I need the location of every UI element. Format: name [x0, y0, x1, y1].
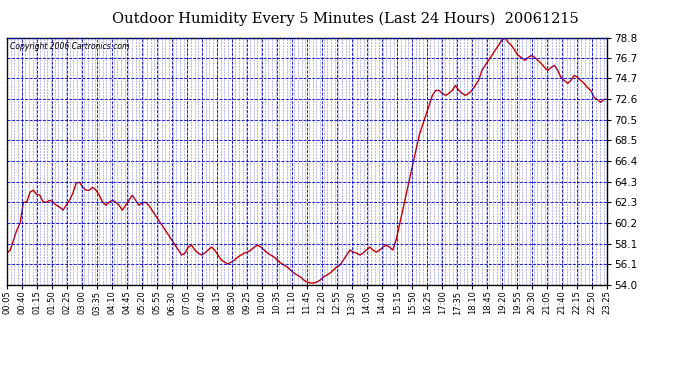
Text: Copyright 2006 Cartronics.com: Copyright 2006 Cartronics.com	[10, 42, 129, 51]
Text: Outdoor Humidity Every 5 Minutes (Last 24 Hours)  20061215: Outdoor Humidity Every 5 Minutes (Last 2…	[112, 11, 578, 26]
